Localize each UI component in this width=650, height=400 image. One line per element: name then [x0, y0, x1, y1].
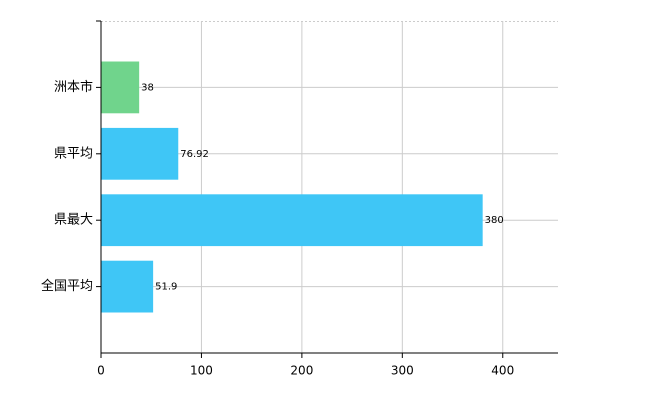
x-tick-label: 400: [491, 364, 514, 378]
bar: [101, 260, 154, 313]
y-tick-label: 県平均: [54, 146, 93, 161]
bar: [101, 194, 483, 247]
bar: [101, 61, 140, 114]
x-tick-label: 100: [190, 364, 213, 378]
x-tick-label: 200: [290, 364, 313, 378]
y-tick-label: 全国平均: [41, 278, 93, 294]
value-label: 38: [141, 82, 154, 93]
value-label: 51.9: [155, 282, 177, 293]
y-tick-label: 洲本市: [54, 79, 93, 95]
x-tick-label: 0: [97, 364, 105, 378]
x-tick-label: 300: [391, 364, 414, 378]
y-tick-label: 県最大: [54, 213, 93, 228]
value-label: 380: [485, 215, 504, 226]
value-label: 76.92: [180, 149, 209, 160]
bar: [101, 127, 179, 180]
